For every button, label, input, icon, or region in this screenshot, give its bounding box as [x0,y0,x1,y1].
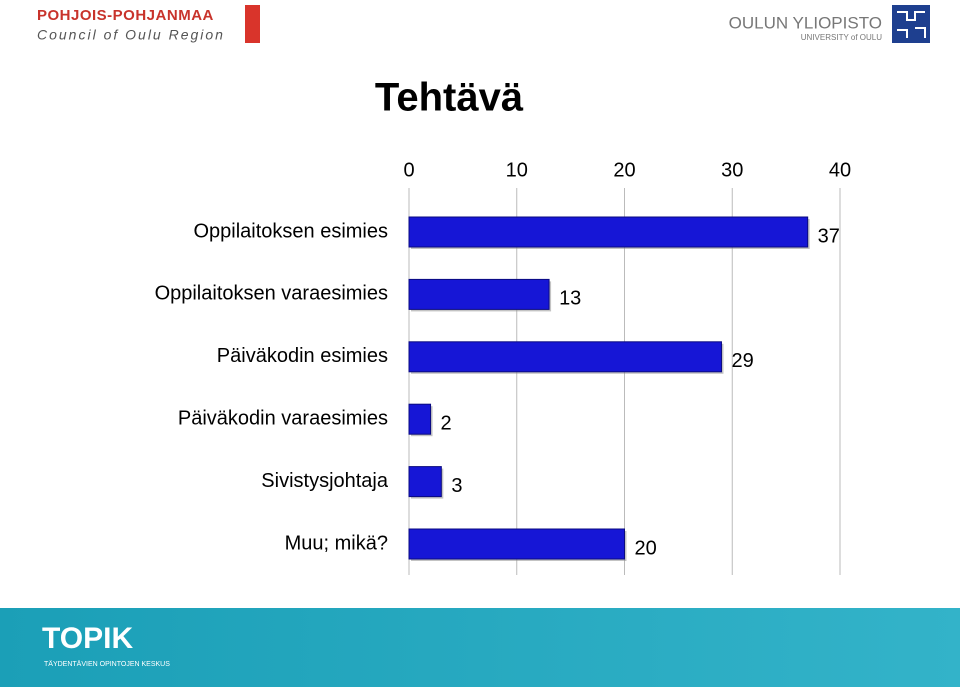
y-tick-label: Oppilaitoksen varaesimies [155,283,388,305]
x-tick-label: 10 [506,159,528,181]
y-tick-label: Päiväkodin esimies [217,345,388,367]
y-tick-label: Sivistysjohtaja [261,470,389,492]
bar [408,278,550,310]
x-tick-label: 30 [721,159,743,181]
bar [408,403,432,435]
x-tick-label: 40 [829,159,851,181]
value-label: 20 [635,537,657,559]
header-left-title: POHJOIS-POHJANMAA [37,7,214,24]
x-tick-label: 20 [613,159,635,181]
value-label: 3 [451,475,462,497]
bar [408,216,809,248]
bar [408,341,722,373]
y-tick-label: Päiväkodin varaesimies [178,407,388,429]
value-label: 13 [559,288,581,310]
footer-logo: TOPIK [42,622,133,655]
bar [408,466,442,498]
value-label: 29 [731,350,753,372]
footer-band [0,608,960,687]
chart-title: Tehtävä [375,76,524,120]
header-right-subtitle: UNIVERSITY of OULU [801,33,882,42]
header-left-subtitle: Council of Oulu Region [37,27,225,43]
header-logo-bar [245,5,260,43]
y-tick-label: Oppilaitoksen esimies [193,220,388,242]
bar [408,528,625,560]
chart: 0 10 20 30 40 Oppilaitoksen esimies 37 Oppilait… [155,159,851,575]
footer-tagline: TÄYDENTÄVIEN OPINTOJEN KESKUS [44,660,170,668]
y-tick-label: Muu; mikä? [285,532,388,554]
x-tick-label: 0 [403,159,414,181]
logo-pattern [897,11,926,38]
value-label: 37 [818,225,840,247]
header-right-title: OULUN YLIOPISTO [729,13,882,32]
value-label: 2 [441,412,452,434]
